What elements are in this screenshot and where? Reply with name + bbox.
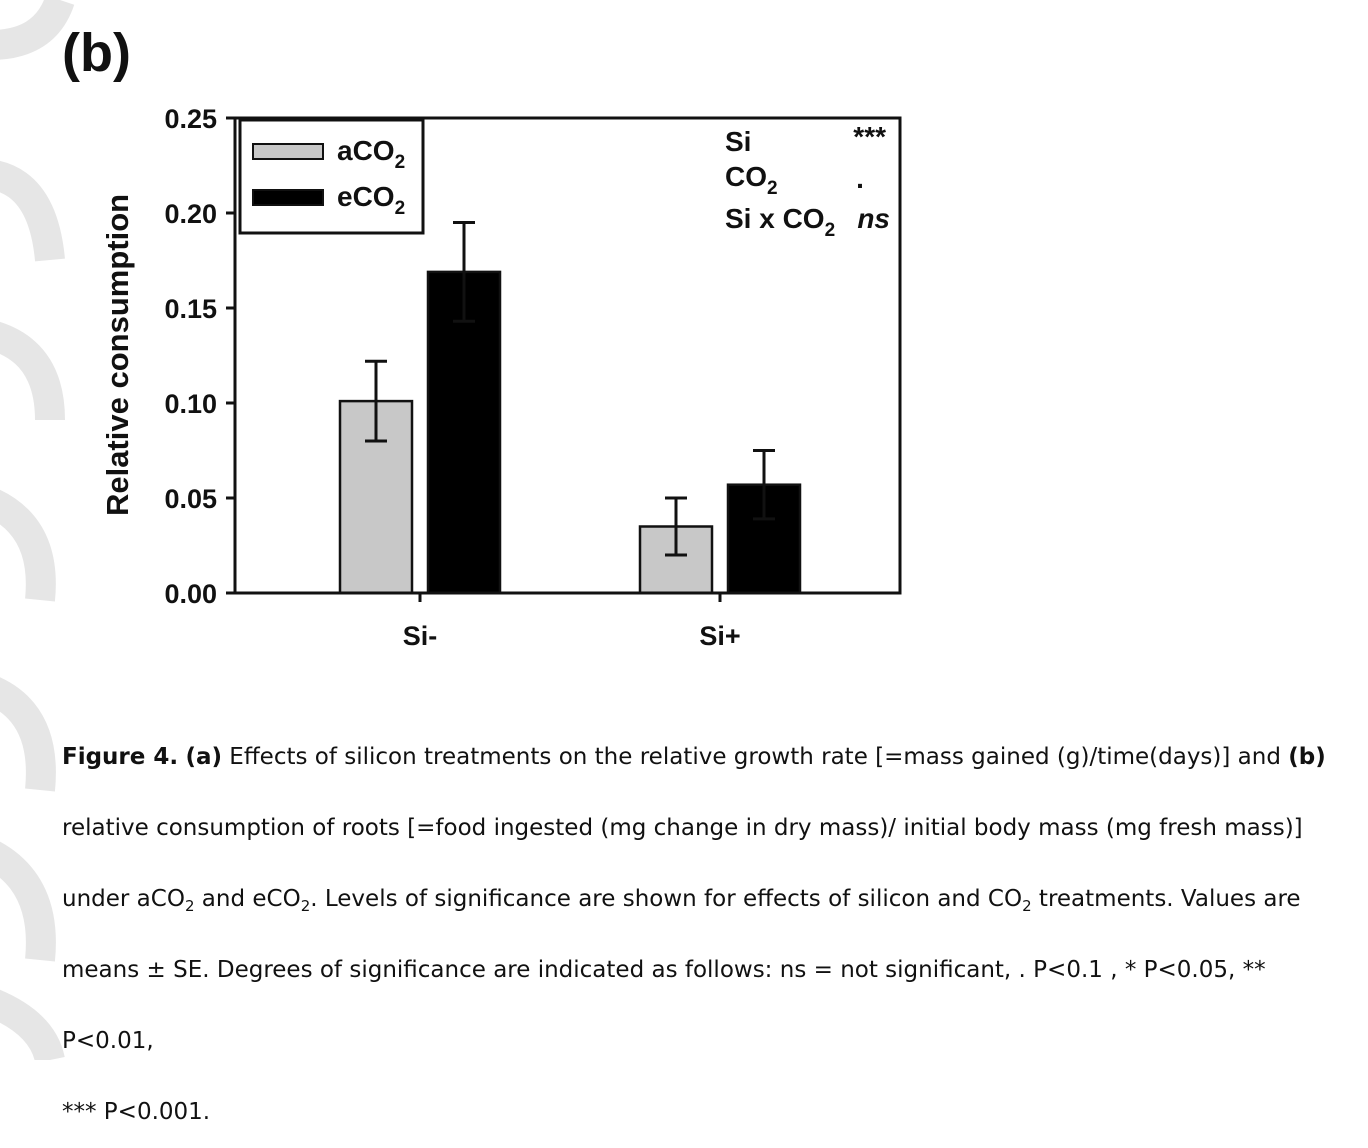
sig-term-co2: CO2 (725, 161, 778, 199)
legend-box (238, 118, 425, 235)
caption-line-4: means ± SE. Degrees of significance are … (62, 957, 1266, 1054)
bars-group (338, 270, 802, 595)
caption-l3-p2: and eCO (194, 886, 301, 912)
caption-line-5: *** P<0.001. (62, 1099, 211, 1125)
watermark (0, 0, 75, 1060)
sig-term-sixco2-sub: 2 (825, 220, 836, 241)
caption-l3-p3: . Levels of significance are shown for e… (310, 886, 1023, 912)
legend-label-eco2: eCO2 (337, 181, 405, 219)
y-tick-label-1: 0.05 (164, 484, 217, 514)
sig-value-co2: . (856, 163, 864, 194)
sig-term-co2-sub: 2 (767, 178, 778, 199)
plot-frame (233, 116, 902, 595)
error-bars-group (365, 221, 775, 557)
y-tick-label-3: 0.15 (164, 294, 217, 324)
legend-label-aco2-sub: 2 (395, 152, 406, 173)
sig-term-co2-base: CO (725, 161, 767, 192)
legend: aCO2 eCO2 (238, 118, 425, 235)
legend-label-eco2-base: eCO (337, 181, 395, 212)
caption-a-text: Effects of silicon treatments on the rel… (229, 744, 1281, 770)
x-tick-label-0: Si- (403, 621, 438, 651)
sig-term-si: Si (725, 126, 751, 157)
x-tick-label-1: Si+ (699, 621, 740, 651)
legend-label-aco2: aCO2 (337, 135, 405, 173)
panel-label: (b) (62, 23, 131, 83)
bar-chart: 0.00 0.05 0.10 0.15 0.20 0.25 Si- Si+ Relative… (100, 104, 902, 651)
legend-swatch-aco2 (252, 143, 324, 160)
sig-value-si: *** (853, 121, 886, 152)
sig-term-sixco2-base: Si x CO (725, 203, 825, 234)
caption-line-3: under aCO2 and eCO2. Levels of significa… (62, 864, 1357, 935)
caption-l3-p4: treatments. Values are (1031, 886, 1301, 912)
figure-caption: Figure 4. (a) Effects of silicon treatme… (62, 722, 1357, 1148)
legend-label-aco2-base: aCO (337, 135, 395, 166)
caption-l3-sub1: 2 (184, 897, 195, 915)
caption-l3-sub2: 2 (300, 897, 311, 915)
caption-l3-p1: under aCO (62, 886, 185, 912)
significance-annotation: Si *** CO2 . Si x CO2 ns (725, 121, 890, 241)
caption-line-2: relative consumption of roots [=food ing… (62, 815, 1303, 841)
legend-label-eco2-sub: 2 (395, 198, 406, 219)
y-tick-label-2: 0.10 (164, 389, 217, 419)
y-tick-label-0: 0.00 (164, 579, 217, 609)
caption-a-label: (a) (185, 744, 222, 770)
sig-term-si-base: Si (725, 126, 751, 157)
sig-value-sixco2: ns (857, 203, 890, 234)
caption-b-label: (b) (1288, 744, 1326, 770)
sig-term-sixco2: Si x CO2 (725, 203, 835, 241)
y-tick-label-5: 0.25 (164, 104, 217, 134)
y-axis-title: Relative consumption (100, 194, 135, 516)
caption-fig-label: Figure 4. (62, 744, 179, 770)
caption-l3-sub3: 2 (1022, 897, 1032, 915)
y-axis-ticks: 0.00 0.05 0.10 0.15 0.20 0.25 (164, 104, 235, 609)
legend-swatch-eco2 (252, 189, 324, 206)
y-tick-label-4: 0.20 (164, 199, 217, 229)
caption-line-1: Figure 4. (a) Effects of silicon treatme… (62, 722, 1357, 793)
x-axis-ticks: Si- Si+ (403, 593, 741, 651)
